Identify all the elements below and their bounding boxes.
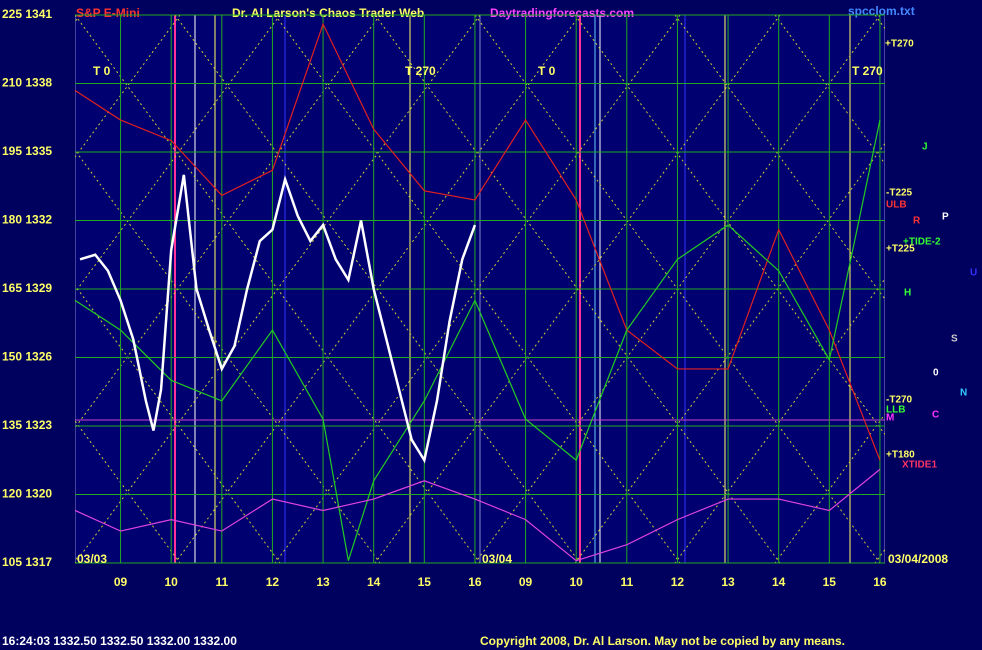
annotation: S bbox=[951, 334, 958, 345]
x-tick-label: 13 bbox=[721, 575, 735, 589]
series-line bbox=[79, 174, 477, 464]
copyright: Copyright 2008, Dr. Al Larson. May not b… bbox=[480, 634, 845, 648]
annotation: H bbox=[904, 288, 911, 299]
quote: 16:24:03 1332.50 1332.50 1332.00 1332.00 bbox=[2, 634, 237, 648]
session-label: T 270 bbox=[852, 64, 883, 78]
x-tick-label: 10 bbox=[570, 575, 584, 589]
y-tick-label: 150 1326 bbox=[2, 350, 52, 364]
session-label: T 0 bbox=[538, 64, 556, 78]
mask-right bbox=[885, 0, 982, 650]
annotation: U bbox=[970, 268, 977, 279]
annotation: P bbox=[942, 212, 949, 223]
annotation: -T225 bbox=[886, 188, 913, 199]
annotation: 0 bbox=[933, 368, 939, 379]
y-tick-label: 105 1317 bbox=[2, 555, 52, 569]
x-tick-label: 14 bbox=[772, 575, 786, 589]
mask-top bbox=[0, 0, 982, 15]
series-line bbox=[74, 119, 881, 561]
annotation: M bbox=[886, 413, 894, 424]
y-tick-label: 165 1329 bbox=[2, 281, 52, 295]
date-label: 03/04 bbox=[482, 552, 512, 566]
x-tick-label: 09 bbox=[519, 575, 533, 589]
x-tick-label: 11 bbox=[620, 575, 633, 589]
annotation: N bbox=[960, 388, 967, 399]
y-tick-label: 225 1341 bbox=[2, 7, 52, 21]
symbol: S&P E-Mini bbox=[76, 6, 140, 20]
x-tick-label: 12 bbox=[266, 575, 280, 589]
date-label: 03/03 bbox=[77, 552, 107, 566]
annotation: +T270 bbox=[885, 39, 914, 50]
series-line bbox=[74, 468, 881, 562]
y-tick-label: 180 1332 bbox=[2, 213, 52, 227]
file-name: spcclom.txt bbox=[848, 4, 915, 18]
session-label: T 270 bbox=[405, 64, 436, 78]
annotation: C bbox=[932, 410, 939, 421]
annotation: J bbox=[922, 142, 928, 153]
session-label: T 0 bbox=[93, 64, 111, 78]
x-tick-label: 11 bbox=[215, 575, 228, 589]
x-tick-label: 16 bbox=[873, 575, 887, 589]
x-tick-label: 10 bbox=[165, 575, 179, 589]
annotation: LLB bbox=[886, 405, 905, 416]
x-tick-label: 16 bbox=[468, 575, 482, 589]
y-tick-label: 135 1323 bbox=[2, 418, 52, 432]
x-tick-label: 12 bbox=[671, 575, 685, 589]
annotation: XTIDE1 bbox=[902, 460, 937, 471]
x-tick-label: 09 bbox=[114, 575, 128, 589]
annotation: R bbox=[913, 216, 921, 227]
x-tick-label: 15 bbox=[823, 575, 837, 589]
y-tick-label: 195 1335 bbox=[2, 144, 52, 158]
annotation: +T180 bbox=[886, 450, 915, 461]
chart-title: Dr. Al Larson's Chaos Trader Web bbox=[232, 6, 424, 20]
annotation: +TIDE-2 bbox=[903, 237, 941, 248]
y-tick-label: 120 1320 bbox=[2, 487, 52, 501]
date-label: 03/04/2008 bbox=[888, 552, 948, 566]
y-tick-label: 210 1338 bbox=[2, 76, 52, 90]
x-tick-label: 13 bbox=[316, 575, 330, 589]
annotation: ULB bbox=[886, 200, 907, 211]
site: Daytradingforecasts.com bbox=[490, 6, 634, 20]
annotation: -T270 bbox=[886, 395, 913, 406]
x-tick-label: 14 bbox=[367, 575, 381, 589]
mask-bottom bbox=[0, 563, 982, 650]
x-tick-label: 15 bbox=[418, 575, 432, 589]
mask-left bbox=[0, 0, 75, 650]
series-line bbox=[74, 22, 881, 461]
annotation: +T225 bbox=[886, 244, 915, 255]
